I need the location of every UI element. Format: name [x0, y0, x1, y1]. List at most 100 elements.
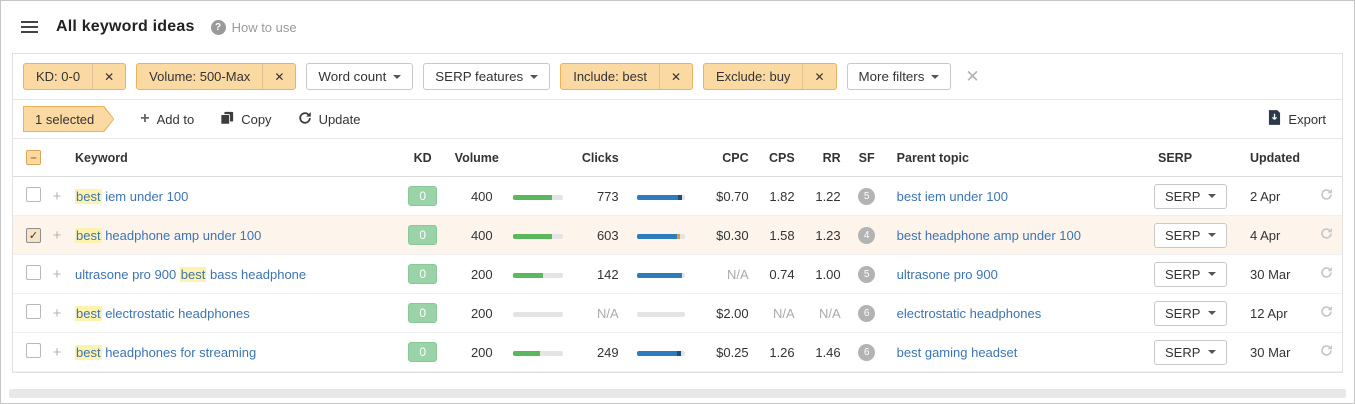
keyword-link[interactable]: best headphones for streaming — [75, 344, 257, 360]
sf-badge: 6 — [858, 305, 876, 322]
filter-dropdown[interactable]: Word count — [306, 63, 414, 90]
selected-count-badge[interactable]: 1 selected — [23, 106, 114, 132]
remove-filter-icon[interactable]: ✕ — [658, 64, 692, 89]
serp-dropdown[interactable]: SERP — [1154, 222, 1228, 248]
remove-filter-icon[interactable]: ✕ — [262, 64, 295, 89]
chevron-down-icon — [1208, 233, 1217, 241]
rr-value: N/A — [818, 305, 841, 321]
cpc-value: $0.25 — [716, 344, 749, 360]
row-checkbox[interactable] — [26, 265, 41, 280]
filter-chip[interactable]: Include: best ✕ — [560, 63, 693, 90]
app-header: All keyword ideas ? How to use — [1, 1, 1354, 53]
sf-badge: 6 — [858, 344, 876, 361]
menu-icon[interactable] — [19, 17, 40, 37]
updated-value: 30 Mar — [1250, 266, 1291, 282]
parent-topic-link[interactable]: best gaming headset — [896, 344, 1018, 360]
kd-badge: 0 — [408, 186, 438, 206]
col-rr[interactable]: RR — [822, 150, 841, 165]
row-refresh-button[interactable] — [1320, 227, 1333, 240]
parent-topic-link[interactable]: best iem under 100 — [896, 188, 1008, 204]
col-sf[interactable]: SF — [858, 150, 875, 165]
serp-dropdown[interactable]: SERP — [1154, 183, 1228, 209]
serp-dropdown[interactable]: SERP — [1154, 300, 1228, 326]
horizontal-scrollbar[interactable] — [9, 389, 1346, 398]
chevron-down-icon — [931, 74, 940, 83]
chevron-down-icon — [1208, 311, 1217, 319]
clicks-value: 603 — [596, 227, 619, 243]
serp-dropdown[interactable]: SERP — [1154, 261, 1228, 287]
export-icon — [1268, 110, 1281, 128]
keyword-row: + best iem under 100 0 400 773 $0.70 1.8… — [13, 177, 1342, 216]
parent-topic-link[interactable]: best headphone amp under 100 — [896, 227, 1081, 243]
chevron-down-icon — [393, 74, 402, 83]
keyword-link[interactable]: best headphone amp under 100 — [75, 227, 262, 243]
copy-button[interactable]: Copy — [220, 111, 272, 128]
kd-badge: 0 — [408, 225, 438, 245]
row-checkbox[interactable] — [26, 304, 41, 319]
highlight: best — [75, 344, 102, 360]
keyword-link[interactable]: best electrostatic headphones — [75, 305, 250, 321]
row-checkbox[interactable]: ✓ — [26, 228, 41, 243]
help-icon: ? — [210, 19, 226, 35]
updated-value: 4 Apr — [1250, 227, 1281, 243]
clicks-bar — [636, 233, 685, 239]
filter-chip[interactable]: KD: 0-0 ✕ — [23, 63, 127, 90]
volume-bar — [512, 311, 563, 317]
filter-chip-label: Include: best — [573, 69, 647, 84]
col-updated[interactable]: Updated — [1250, 150, 1300, 165]
keyword-table-body: + best iem under 100 0 400 773 $0.70 1.8… — [13, 177, 1342, 372]
rr-value: 1.23 — [815, 227, 841, 243]
col-kd[interactable]: KD — [413, 150, 432, 165]
row-refresh-button[interactable] — [1320, 344, 1333, 357]
expand-plus-icon[interactable]: + — [52, 343, 62, 361]
row-checkbox[interactable] — [26, 187, 41, 202]
sf-badge: 5 — [858, 266, 876, 283]
filter-dropdown[interactable]: More filters — [846, 63, 952, 90]
expand-plus-icon[interactable]: + — [52, 226, 62, 244]
updated-value: 2 Apr — [1250, 188, 1281, 204]
remove-filter-icon[interactable]: ✕ — [802, 64, 835, 89]
col-keyword[interactable]: Keyword — [75, 150, 128, 165]
parent-topic-link[interactable]: ultrasone pro 900 — [896, 266, 998, 282]
row-refresh-button[interactable] — [1320, 266, 1333, 279]
row-refresh-button[interactable] — [1320, 305, 1333, 318]
kd-badge: 0 — [408, 342, 438, 362]
expand-plus-icon[interactable]: + — [52, 187, 62, 205]
add-to-button[interactable]: + Add to — [140, 110, 195, 127]
col-serp: SERP — [1158, 150, 1193, 165]
table-toolbar: 1 selected + Add to Copy Update Export — [13, 99, 1342, 139]
col-cpc[interactable]: CPC — [722, 150, 749, 165]
clicks-value: 249 — [596, 344, 619, 360]
cpc-value: $2.00 — [716, 305, 749, 321]
page-title: All keyword ideas — [56, 18, 195, 35]
keyword-link[interactable]: best iem under 100 — [75, 188, 189, 204]
volume-bar — [512, 233, 563, 239]
filter-chip[interactable]: Exclude: buy ✕ — [703, 63, 837, 90]
volume-bar — [512, 350, 563, 356]
expand-plus-icon[interactable]: + — [52, 265, 62, 283]
how-to-use-link[interactable]: ? How to use — [210, 19, 297, 35]
filter-dropdown[interactable]: SERP features — [423, 63, 551, 90]
export-button[interactable]: Export — [1262, 109, 1332, 129]
clicks-bar — [636, 350, 685, 356]
row-refresh-button[interactable] — [1320, 188, 1333, 201]
serp-dropdown[interactable]: SERP — [1154, 339, 1228, 365]
chevron-down-icon — [1208, 194, 1217, 202]
update-button[interactable]: Update — [298, 111, 360, 128]
cps-value: 1.26 — [769, 344, 795, 360]
clear-filters-icon[interactable]: ✕ — [965, 67, 980, 86]
remove-filter-icon[interactable]: ✕ — [92, 64, 125, 89]
expand-plus-icon[interactable]: + — [52, 304, 62, 322]
col-volume[interactable]: Volume — [445, 151, 499, 165]
select-all-checkbox[interactable]: – — [26, 150, 41, 166]
col-parent-topic[interactable]: Parent topic — [896, 150, 969, 165]
col-clicks[interactable]: Clicks — [581, 150, 619, 165]
filter-chip[interactable]: Volume: 500-Max ✕ — [136, 63, 297, 90]
keyword-link[interactable]: ultrasone pro 900 best bass headphone — [75, 266, 307, 282]
volume-value: 200 — [470, 344, 493, 360]
rr-value: 1.46 — [815, 344, 841, 360]
parent-topic-link[interactable]: electrostatic headphones — [896, 305, 1042, 321]
col-cps[interactable]: CPS — [768, 150, 795, 165]
highlight: best — [179, 266, 207, 282]
row-checkbox[interactable] — [26, 343, 41, 358]
